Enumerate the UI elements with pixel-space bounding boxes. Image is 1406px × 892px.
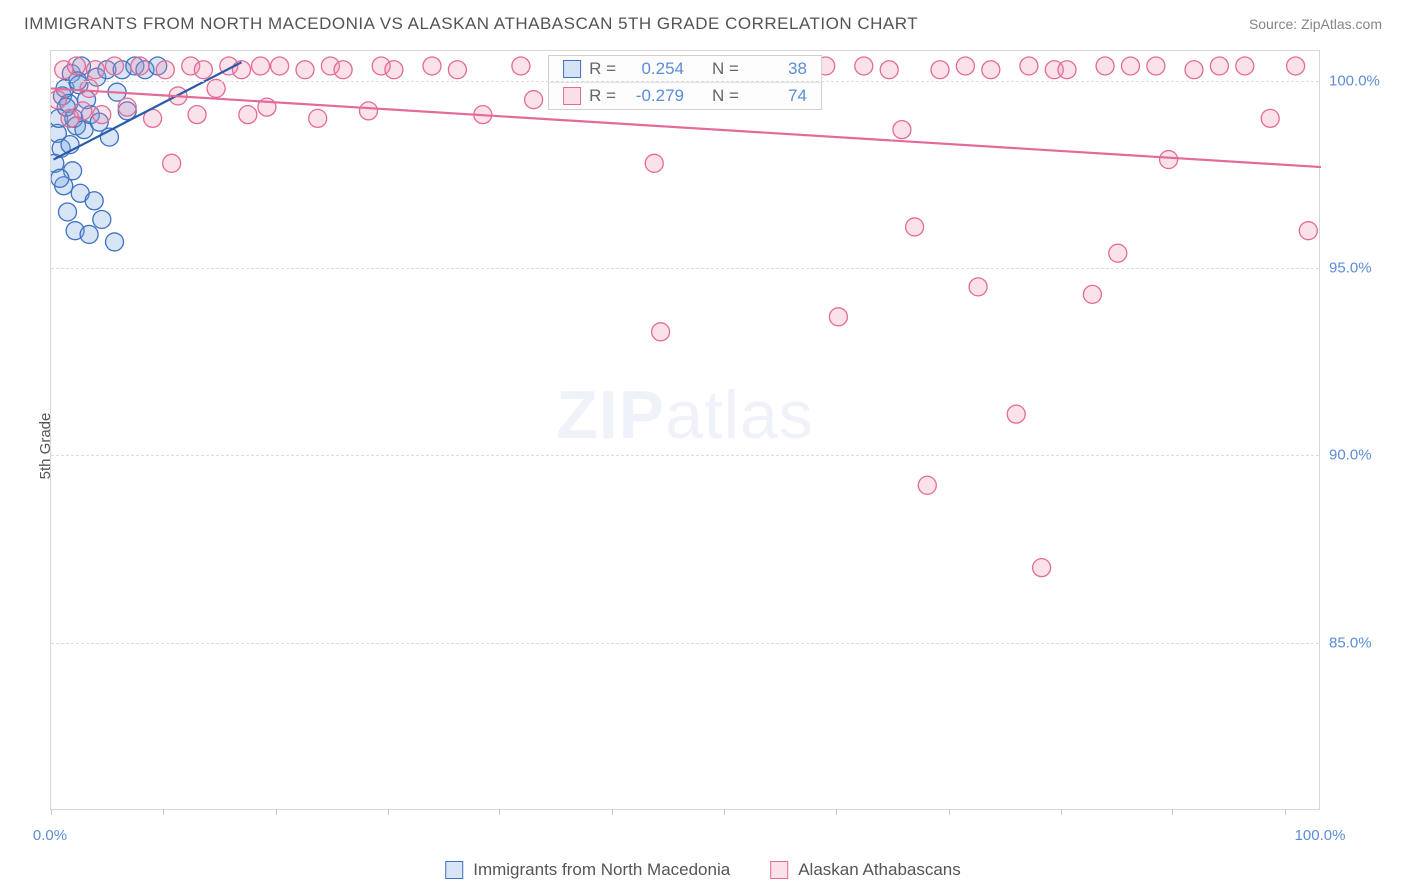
legend-swatch-s1 xyxy=(445,861,463,879)
y-tick-label: 90.0% xyxy=(1329,447,1389,464)
scatter-plot: ZIPatlas R = 0.254 N = 38 R = -0.279 N =… xyxy=(50,50,1320,810)
y-tick-label: 100.0% xyxy=(1329,72,1389,89)
y-tick-label: 95.0% xyxy=(1329,260,1389,277)
legend-swatch-s2 xyxy=(770,861,788,879)
swatch-s1 xyxy=(563,60,581,78)
x-axis-max-label: 100.0% xyxy=(1295,827,1346,844)
chart-title: IMMIGRANTS FROM NORTH MACEDONIA VS ALASK… xyxy=(24,14,918,34)
n-value-s1: 38 xyxy=(747,59,807,79)
swatch-s2 xyxy=(563,87,581,105)
n-value-s2: 74 xyxy=(747,86,807,106)
r-value-s2: -0.279 xyxy=(624,86,684,106)
x-axis-min-label: 0.0% xyxy=(33,827,67,844)
legend: Immigrants from North Macedonia Alaskan … xyxy=(445,860,961,880)
legend-item-s2: Alaskan Athabascans xyxy=(770,860,961,880)
source-label: Source: ZipAtlas.com xyxy=(1249,16,1382,32)
legend-label-s1: Immigrants from North Macedonia xyxy=(473,860,730,880)
legend-item-s1: Immigrants from North Macedonia xyxy=(445,860,730,880)
chart-svg-layer xyxy=(51,51,1321,811)
stats-row-s1: R = 0.254 N = 38 xyxy=(549,56,821,82)
y-tick-label: 85.0% xyxy=(1329,634,1389,651)
correlation-stats-box: R = 0.254 N = 38 R = -0.279 N = 74 xyxy=(548,55,822,110)
stats-row-s2: R = -0.279 N = 74 xyxy=(549,82,821,109)
legend-label-s2: Alaskan Athabascans xyxy=(798,860,961,880)
r-value-s1: 0.254 xyxy=(624,59,684,79)
